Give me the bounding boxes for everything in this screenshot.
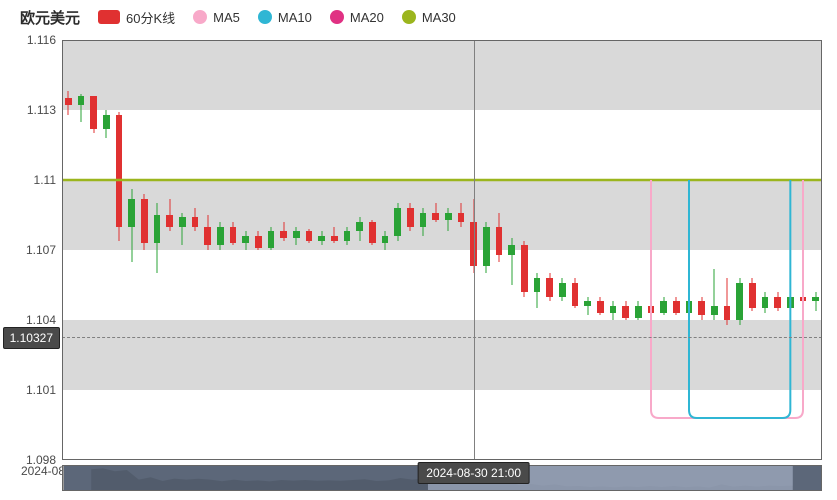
candle — [736, 40, 743, 460]
candle — [648, 40, 655, 460]
legend-label: 60分K线 — [126, 8, 175, 27]
candle — [762, 40, 769, 460]
candle — [559, 40, 566, 460]
candle — [812, 40, 819, 460]
candle — [483, 40, 490, 460]
y-tick-label: 1.113 — [27, 103, 56, 117]
chart-title: 欧元美元 — [20, 7, 80, 28]
candle — [268, 40, 275, 460]
candle — [496, 40, 503, 460]
candle — [458, 40, 465, 460]
y-tick-label: 1.107 — [26, 243, 56, 257]
candle — [166, 40, 173, 460]
candle — [331, 40, 338, 460]
y-tick-label: 1.11 — [34, 173, 56, 187]
candle — [610, 40, 617, 460]
candle — [508, 40, 515, 460]
candle — [673, 40, 680, 460]
candle — [787, 40, 794, 460]
candle — [154, 40, 161, 460]
candle — [432, 40, 439, 460]
legend-item[interactable]: MA5 — [193, 8, 240, 27]
legend-label: MA30 — [422, 10, 456, 25]
candle — [293, 40, 300, 460]
candle — [711, 40, 718, 460]
candle — [280, 40, 287, 460]
legend-swatch — [402, 10, 416, 24]
legend-label: MA10 — [278, 10, 312, 25]
candle — [445, 40, 452, 460]
candle — [356, 40, 363, 460]
legend: 60分K线 MA5 MA10 MA20 MA30 — [98, 8, 456, 27]
price-marker-tag: 1.10327 — [3, 327, 60, 349]
y-tick-label: 1.116 — [27, 33, 56, 47]
candle — [318, 40, 325, 460]
candle — [597, 40, 604, 460]
legend-item[interactable]: 60分K线 — [98, 8, 175, 27]
price-plot[interactable]: 1.10327 2024-08-30 21:00 1.0981.1011.104… — [62, 40, 822, 460]
candle — [344, 40, 351, 460]
candle — [660, 40, 667, 460]
chart-header: 欧元美元 60分K线 MA5 MA10 MA20 MA30 — [20, 6, 456, 28]
legend-swatch — [330, 10, 344, 24]
legend-swatch — [193, 10, 207, 24]
candle — [407, 40, 414, 460]
crosshair-vertical — [474, 40, 475, 460]
y-tick-label: 1.101 — [26, 383, 56, 397]
candle — [217, 40, 224, 460]
legend-swatch — [98, 10, 120, 24]
legend-label: MA20 — [350, 10, 384, 25]
candle — [534, 40, 541, 460]
candle — [382, 40, 389, 460]
legend-item[interactable]: MA30 — [402, 8, 456, 27]
candle — [584, 40, 591, 460]
candle — [128, 40, 135, 460]
legend-item[interactable]: MA20 — [330, 8, 384, 27]
candle — [622, 40, 629, 460]
candle — [724, 40, 731, 460]
candle — [230, 40, 237, 460]
candle — [686, 40, 693, 460]
price-marker-line: 1.10327 — [62, 337, 822, 338]
legend-item[interactable]: MA10 — [258, 8, 312, 27]
candle — [242, 40, 249, 460]
candle — [204, 40, 211, 460]
legend-swatch — [258, 10, 272, 24]
candle — [546, 40, 553, 460]
candle — [369, 40, 376, 460]
candle — [65, 40, 72, 460]
candle — [306, 40, 313, 460]
candle — [116, 40, 123, 460]
candle — [420, 40, 427, 460]
candle — [90, 40, 97, 460]
candle — [192, 40, 199, 460]
candle — [800, 40, 807, 460]
candle — [141, 40, 148, 460]
crosshair-time-tag: 2024-08-30 21:00 — [417, 462, 530, 484]
chart-container: 欧元美元 60分K线 MA5 MA10 MA20 MA30 1.10327 2024-0… — [0, 0, 837, 500]
candle — [255, 40, 262, 460]
candle — [749, 40, 756, 460]
candle — [78, 40, 85, 460]
candle — [698, 40, 705, 460]
candle — [635, 40, 642, 460]
candle — [521, 40, 528, 460]
legend-label: MA5 — [213, 10, 240, 25]
candle — [572, 40, 579, 460]
candle — [179, 40, 186, 460]
y-tick-label: 1.104 — [26, 313, 56, 327]
candle — [103, 40, 110, 460]
candle — [774, 40, 781, 460]
candle — [394, 40, 401, 460]
